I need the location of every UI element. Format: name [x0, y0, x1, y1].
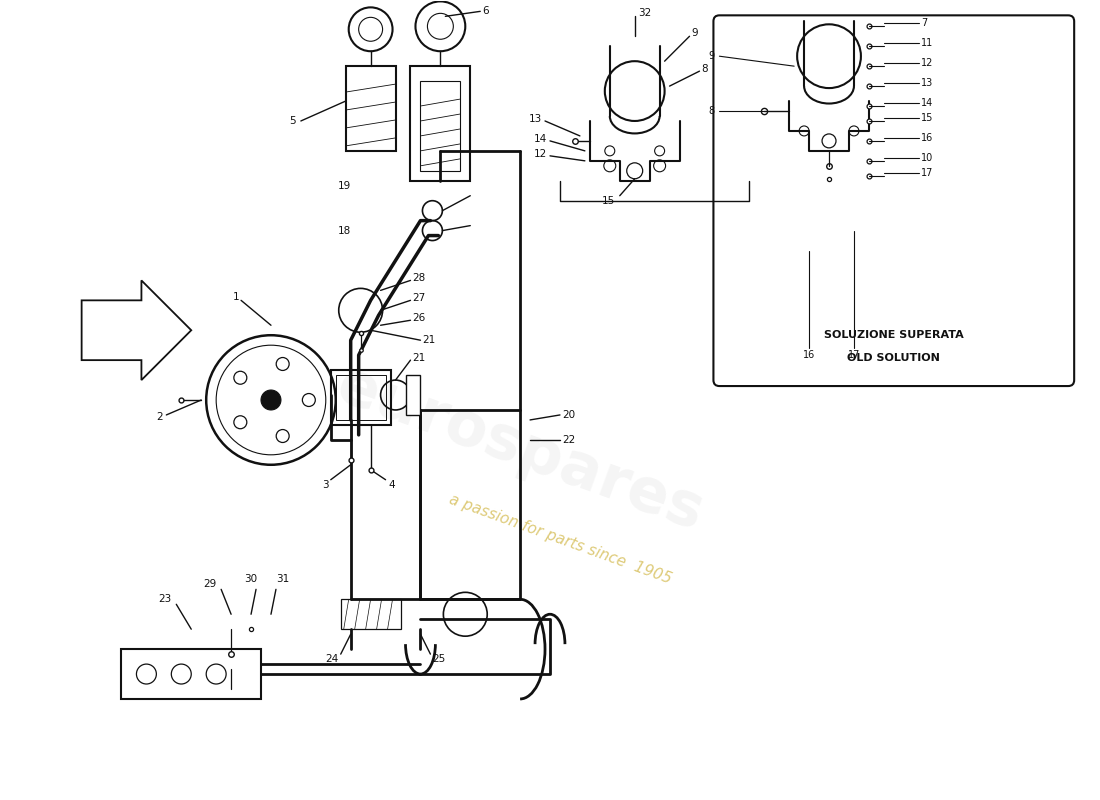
Text: 9: 9 — [692, 28, 698, 38]
Text: 16: 16 — [803, 350, 815, 360]
Text: a passion for parts since  1905: a passion for parts since 1905 — [447, 492, 673, 587]
Text: 11: 11 — [921, 38, 933, 48]
Text: 20: 20 — [562, 410, 575, 420]
Text: 2: 2 — [156, 412, 163, 422]
Bar — [345, 66, 396, 151]
Bar — [420, 81, 460, 170]
Text: 15: 15 — [921, 113, 933, 123]
Text: 26: 26 — [412, 314, 426, 323]
Text: 17: 17 — [921, 168, 933, 178]
Text: 19: 19 — [338, 181, 351, 190]
Text: 24: 24 — [326, 654, 339, 664]
Text: 14: 14 — [921, 98, 933, 108]
Text: 6: 6 — [482, 6, 488, 16]
Text: 18: 18 — [338, 226, 351, 235]
Bar — [331, 370, 390, 425]
Text: 7: 7 — [921, 18, 927, 28]
Bar — [336, 375, 386, 420]
Text: 12: 12 — [921, 58, 933, 68]
Text: 12: 12 — [534, 149, 547, 159]
Text: SOLUZIONE SUPERATA: SOLUZIONE SUPERATA — [824, 330, 964, 340]
Bar — [341, 599, 400, 630]
Text: 32: 32 — [638, 8, 651, 18]
Text: 30: 30 — [244, 574, 257, 584]
Text: 13: 13 — [921, 78, 933, 88]
Text: OLD SOLUTION: OLD SOLUTION — [847, 353, 940, 363]
Text: 9: 9 — [708, 51, 714, 61]
Text: 13: 13 — [529, 114, 542, 124]
Bar — [410, 66, 471, 181]
Text: 25: 25 — [432, 654, 446, 664]
Text: 29: 29 — [202, 579, 217, 590]
Text: 1: 1 — [232, 292, 239, 302]
Text: 8: 8 — [708, 106, 714, 116]
Polygon shape — [81, 281, 191, 380]
Text: 3: 3 — [322, 480, 329, 490]
Text: 16: 16 — [921, 133, 933, 143]
FancyBboxPatch shape — [714, 15, 1075, 386]
Text: 15: 15 — [602, 196, 615, 206]
Bar — [406, 375, 420, 415]
Text: 23: 23 — [158, 594, 172, 604]
Text: 17: 17 — [848, 350, 860, 360]
Bar — [121, 649, 261, 699]
Text: 28: 28 — [412, 274, 426, 283]
Text: eurospares: eurospares — [329, 356, 712, 544]
Text: 4: 4 — [388, 480, 395, 490]
Text: 14: 14 — [534, 134, 547, 144]
Text: 22: 22 — [562, 435, 575, 445]
Text: 27: 27 — [412, 294, 426, 303]
Text: 5: 5 — [289, 116, 296, 126]
Text: 21: 21 — [412, 353, 426, 363]
Text: 8: 8 — [702, 64, 708, 74]
Circle shape — [261, 390, 280, 410]
Text: 31: 31 — [276, 574, 289, 584]
Text: 21: 21 — [422, 335, 436, 346]
Text: 10: 10 — [921, 153, 933, 163]
